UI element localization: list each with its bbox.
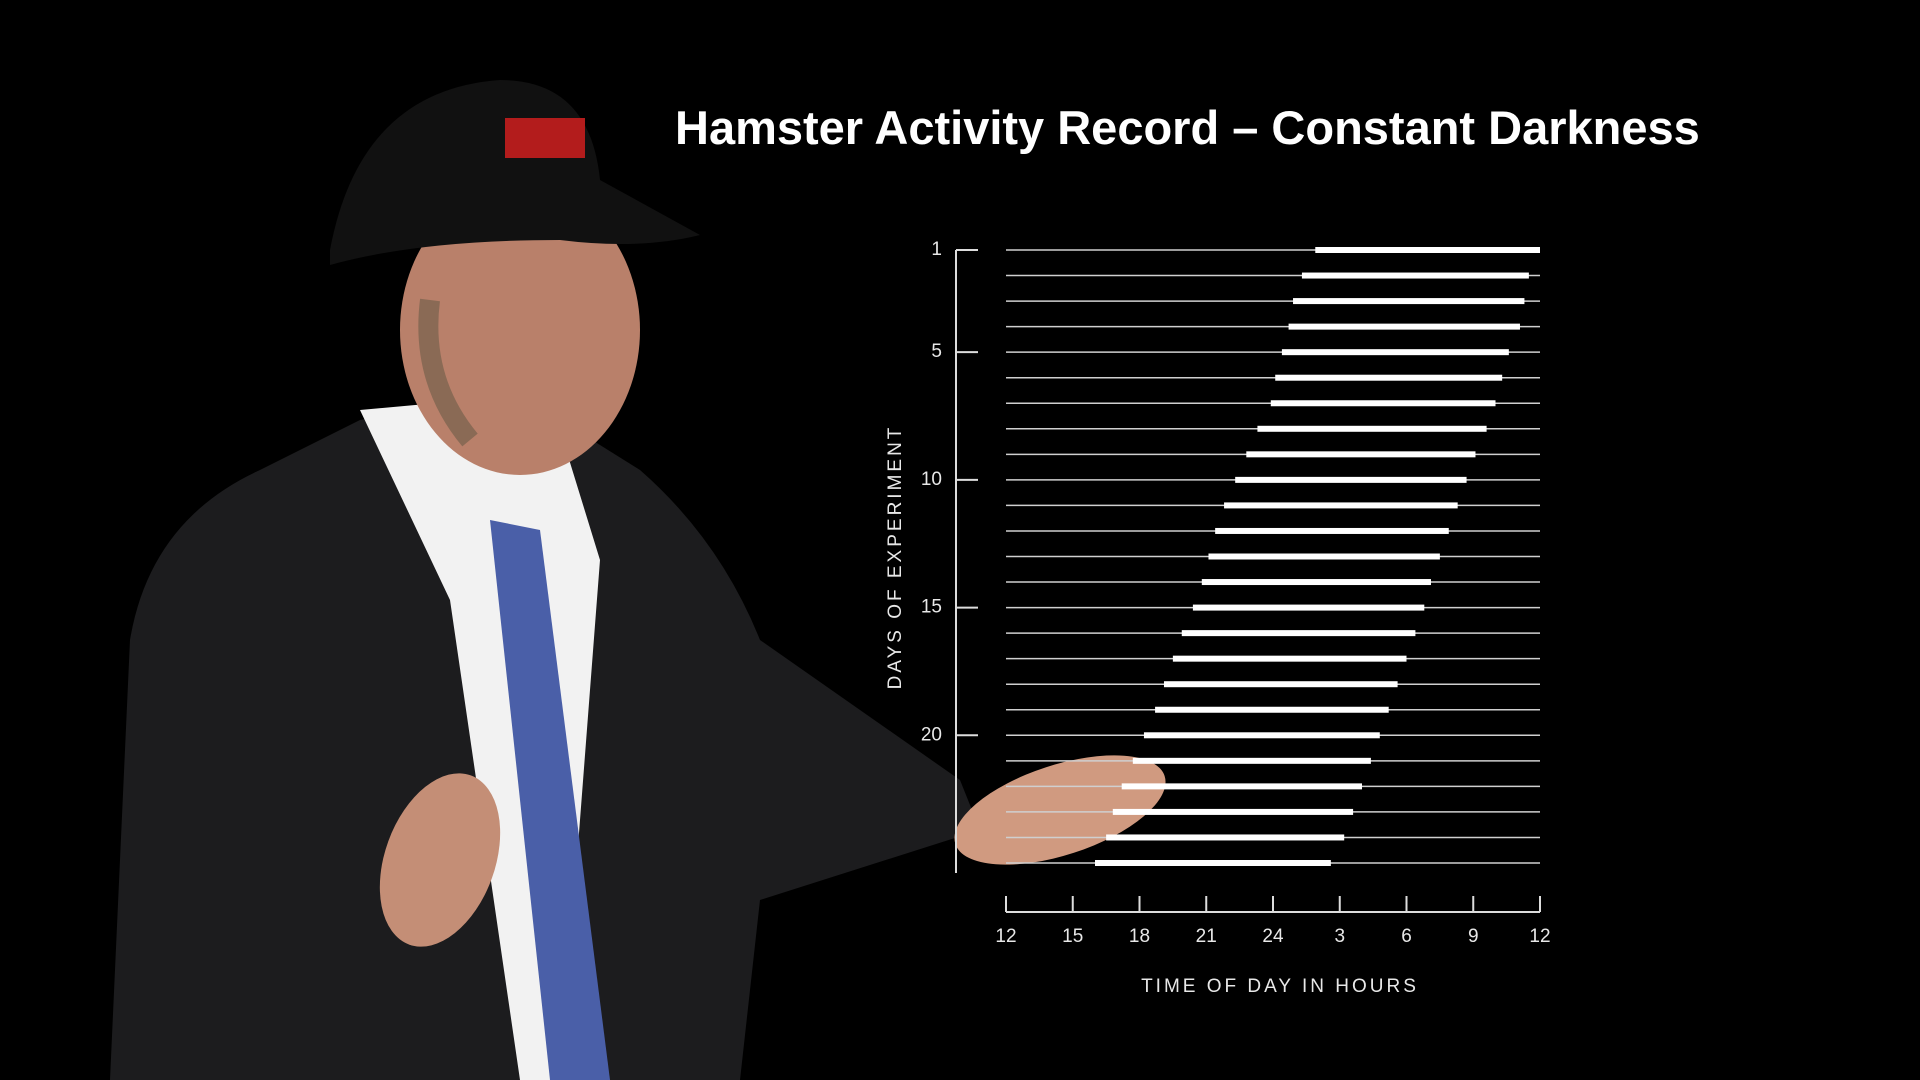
activity-bar (1246, 451, 1476, 458)
activity-bar (1163, 681, 1398, 688)
y-axis-label: DAYS OF EXPERIMENT (885, 425, 906, 690)
x-tick-label: 24 (1262, 926, 1284, 947)
x-tick-label: 15 (1062, 926, 1083, 947)
x-tick-label: 6 (1401, 926, 1412, 947)
x-tick-label: 3 (1334, 926, 1345, 947)
y-tick-label: 10 (921, 469, 942, 490)
activity-bar (1257, 425, 1487, 432)
activity-bar (1172, 655, 1407, 662)
activity-bar (1288, 323, 1520, 330)
y-tick-label: 15 (921, 597, 942, 618)
activity-bar (1208, 553, 1440, 560)
activity-bar (1132, 757, 1371, 764)
activity-bar (1293, 298, 1525, 305)
x-tick-label: 9 (1468, 926, 1479, 947)
activity-bar (1275, 374, 1503, 381)
activity-bar (1121, 783, 1362, 790)
activity-bar (1155, 706, 1389, 713)
x-tick-label: 12 (1529, 926, 1550, 947)
activity-bar (1281, 349, 1509, 356)
activity-bar (1215, 527, 1449, 534)
activity-bar (1143, 732, 1380, 739)
activity-bar (1315, 247, 1540, 253)
y-tick-label: 5 (931, 341, 942, 362)
activity-bar (1235, 476, 1467, 483)
x-tick-label: 12 (995, 926, 1016, 947)
y-tick-label: 1 (931, 239, 942, 260)
activity-bar (1201, 579, 1431, 586)
activity-bar (1270, 400, 1496, 407)
x-tick-label: 21 (1196, 926, 1217, 947)
x-tick-label: 18 (1129, 926, 1150, 947)
activity-bar (1181, 630, 1416, 637)
activity-bar (1301, 272, 1529, 279)
activity-bar (1095, 860, 1331, 866)
activity-bar (1192, 604, 1425, 611)
activity-bar (1224, 502, 1458, 509)
activity-bar (1106, 834, 1345, 841)
chart-title: Hamster Activity Record – Constant Darkn… (675, 101, 1700, 154)
y-tick-label: 20 (921, 724, 942, 745)
activity-bar (1112, 808, 1354, 815)
x-axis-label: TIME OF DAY IN HOURS (1141, 976, 1419, 997)
